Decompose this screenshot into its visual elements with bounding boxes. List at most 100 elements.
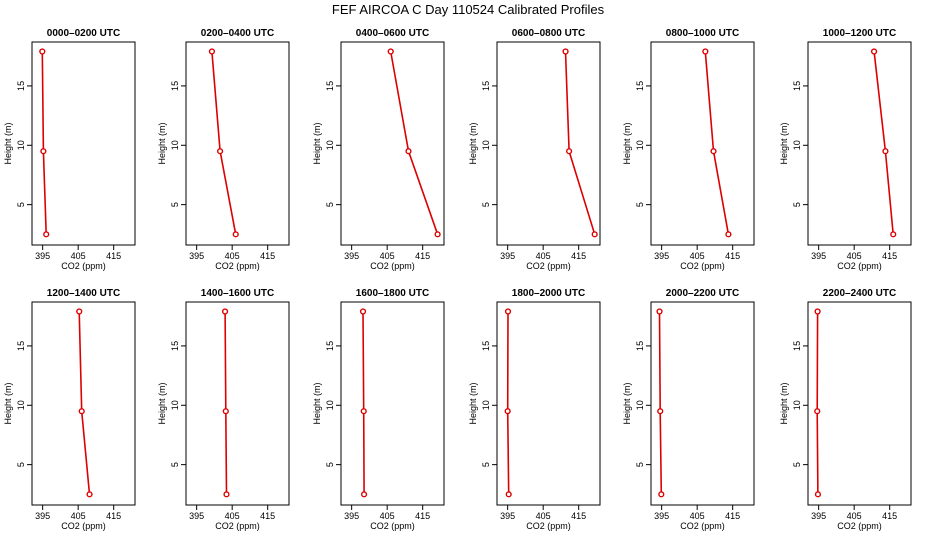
data-point <box>216 148 224 155</box>
x-tick-label: 405 <box>71 511 86 521</box>
x-tick-label: 395 <box>344 251 359 261</box>
profile-line <box>389 51 439 235</box>
y-tick-label: 15 <box>170 341 180 351</box>
x-tick-label: 395 <box>654 511 669 521</box>
panel-title: 1200–1400 UTC <box>47 288 120 299</box>
x-axis-label: CO2 (ppm) <box>837 521 882 531</box>
plot-frame <box>650 41 755 246</box>
y-tick-label: 5 <box>16 202 26 207</box>
x-tick-label: 395 <box>500 511 515 521</box>
x-axis-label: CO2 (ppm) <box>215 521 260 531</box>
data-point <box>78 408 85 415</box>
x-tick-label: 405 <box>847 511 862 521</box>
figure-title: FEF AIRCOA C Day 110524 Calibrated Profi… <box>332 2 605 17</box>
data-point <box>657 408 664 415</box>
data-point <box>890 231 897 238</box>
x-axis-label: CO2 (ppm) <box>215 261 260 271</box>
data-point <box>232 231 239 238</box>
plot-frame <box>31 301 136 506</box>
y-axis-label: Height (m) <box>622 382 632 424</box>
x-tick-label: 395 <box>811 251 826 261</box>
x-tick-label: 405 <box>690 511 705 521</box>
x-tick-label: 405 <box>71 251 86 261</box>
x-tick-label: 395 <box>811 511 826 521</box>
profile-line <box>362 311 365 495</box>
profile-line <box>224 311 228 495</box>
y-tick-label: 15 <box>16 81 26 91</box>
x-tick-label: 405 <box>380 511 395 521</box>
data-point <box>405 148 412 155</box>
data-point <box>565 148 573 155</box>
data-point <box>656 308 663 315</box>
panel-title: 1800–2000 UTC <box>512 288 585 299</box>
y-tick-label: 10 <box>481 400 491 410</box>
plot-frame <box>340 301 445 506</box>
data-point <box>562 48 569 55</box>
y-tick-label: 15 <box>792 81 802 91</box>
data-point <box>223 491 230 498</box>
y-tick-label: 5 <box>481 462 491 467</box>
y-tick-label: 10 <box>325 140 335 150</box>
x-axis-label: CO2 (ppm) <box>370 261 415 271</box>
x-axis-label: CO2 (ppm) <box>370 521 415 531</box>
data-point <box>504 408 511 415</box>
x-tick-label: 415 <box>106 251 121 261</box>
panel-title: 0800–1000 UTC <box>666 28 739 39</box>
y-tick-label: 10 <box>635 140 645 150</box>
data-point <box>504 308 512 315</box>
x-axis-label: CO2 (ppm) <box>526 521 571 531</box>
data-point <box>725 231 732 238</box>
data-point <box>39 48 46 55</box>
y-tick-label: 15 <box>325 341 335 351</box>
y-tick-label: 5 <box>170 202 180 207</box>
plot-frame <box>31 41 136 246</box>
data-point <box>40 148 47 155</box>
y-axis-label: Height (m) <box>157 382 167 424</box>
profile-line <box>704 51 730 235</box>
y-tick-label: 15 <box>792 341 802 351</box>
x-axis-label: CO2 (ppm) <box>680 261 725 271</box>
y-tick-label: 5 <box>635 202 645 207</box>
x-tick-label: 395 <box>654 251 669 261</box>
plot-frame <box>185 301 290 506</box>
y-tick-label: 10 <box>481 140 491 150</box>
y-tick-label: 10 <box>325 400 335 410</box>
profile-line <box>41 51 47 235</box>
y-tick-label: 10 <box>792 400 802 410</box>
data-point <box>222 408 229 415</box>
y-tick-label: 5 <box>792 202 802 207</box>
profile-line <box>816 311 819 495</box>
y-tick-label: 5 <box>481 202 491 207</box>
x-tick-label: 395 <box>35 251 50 261</box>
plot-frame <box>807 41 912 246</box>
y-axis-label: Height (m) <box>157 122 167 164</box>
x-tick-label: 405 <box>225 511 240 521</box>
x-tick-label: 415 <box>415 511 430 521</box>
plot-frame <box>185 41 290 246</box>
y-tick-label: 10 <box>16 140 26 150</box>
x-tick-label: 415 <box>260 511 275 521</box>
x-axis-label: CO2 (ppm) <box>680 521 725 531</box>
profile-line <box>78 311 91 495</box>
plot-frame <box>496 41 601 246</box>
y-axis-label: Height (m) <box>312 382 322 424</box>
y-axis-label: Height (m) <box>3 382 13 424</box>
data-point <box>86 491 93 498</box>
panel-title: 0200–0400 UTC <box>201 28 274 39</box>
x-tick-label: 395 <box>35 511 50 521</box>
profile-line <box>658 311 663 495</box>
y-tick-label: 10 <box>170 400 180 410</box>
profile-line <box>211 51 237 235</box>
x-tick-label: 415 <box>106 511 121 521</box>
y-axis-label: Height (m) <box>3 122 13 164</box>
y-tick-label: 10 <box>635 400 645 410</box>
